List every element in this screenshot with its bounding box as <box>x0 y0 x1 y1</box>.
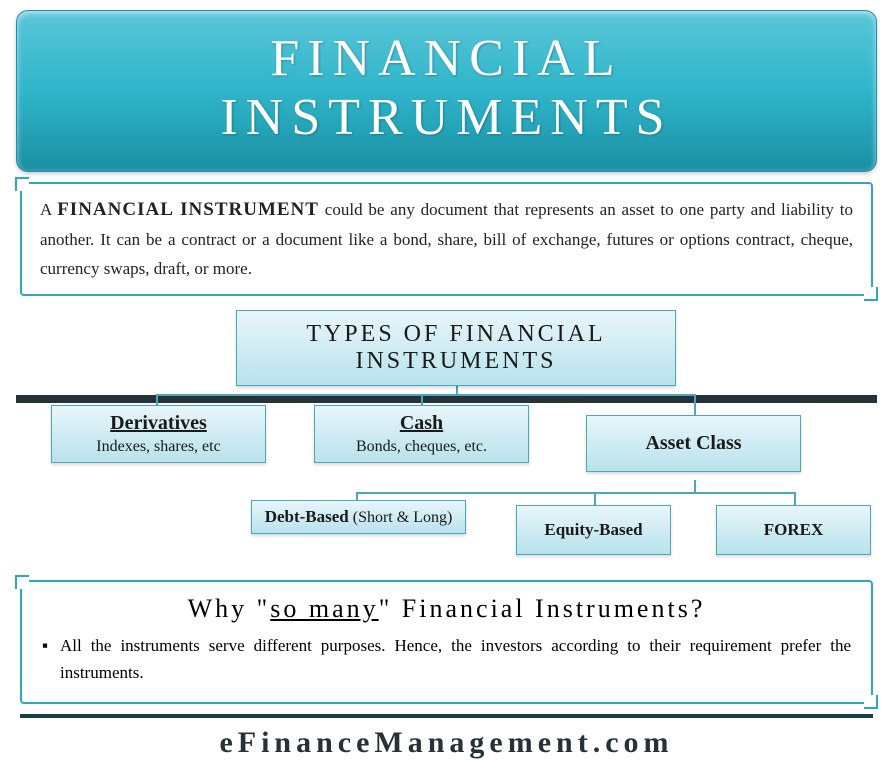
footer-url: eFinanceManagement.com <box>10 726 883 760</box>
node-equity-label: Equity-Based <box>544 520 642 539</box>
node-derivatives: Derivatives Indexes, shares, etc <box>51 405 266 463</box>
why-heading-underline: so many <box>270 594 378 623</box>
title-box: FINANCIAL INSTRUMENTS <box>16 10 877 172</box>
main-title: FINANCIAL INSTRUMENTS <box>37 29 856 147</box>
why-box: Why "so many" Financial Instruments? All… <box>20 580 873 704</box>
connector <box>694 394 696 416</box>
node-types-label: TYPES OF FINANCIAL INSTRUMENTS <box>306 321 605 374</box>
node-debt-bold: Debt-Based <box>265 507 349 526</box>
node-forex-label: FOREX <box>764 520 824 539</box>
why-bullet: All the instruments serve different purp… <box>42 632 851 686</box>
separator-line <box>20 714 873 718</box>
node-derivatives-sub: Indexes, shares, etc <box>62 438 255 456</box>
node-cash: Cash Bonds, cheques, etc. <box>314 405 529 463</box>
why-heading-post: " Financial Instruments? <box>379 594 706 623</box>
node-cash-title: Cash <box>325 412 518 435</box>
node-derivatives-title: Derivatives <box>62 412 255 435</box>
dark-band <box>16 395 877 403</box>
definition-bold: FINANCIAL INSTRUMENT <box>57 199 319 220</box>
connector <box>594 492 596 506</box>
connector <box>156 394 696 396</box>
node-equity-based: Equity-Based <box>516 505 671 555</box>
node-asset-title: Asset Class <box>597 432 790 455</box>
node-debt-based: Debt-Based (Short & Long) <box>251 500 466 534</box>
definition-prefix: A <box>40 200 57 219</box>
node-forex: FOREX <box>716 505 871 555</box>
node-debt-paren: (Short & Long) <box>349 509 453 526</box>
hierarchy-chart: TYPES OF FINANCIAL INSTRUMENTS Derivativ… <box>16 310 877 580</box>
connector <box>794 492 796 506</box>
why-heading-pre: Why " <box>188 594 271 623</box>
connector <box>694 480 696 492</box>
connector <box>356 492 796 494</box>
node-types-root: TYPES OF FINANCIAL INSTRUMENTS <box>236 310 676 386</box>
why-heading: Why "so many" Financial Instruments? <box>42 594 851 624</box>
node-cash-sub: Bonds, cheques, etc. <box>325 438 518 456</box>
node-asset-class: Asset Class <box>586 415 801 472</box>
definition-box: A FINANCIAL INSTRUMENT could be any docu… <box>20 182 873 296</box>
